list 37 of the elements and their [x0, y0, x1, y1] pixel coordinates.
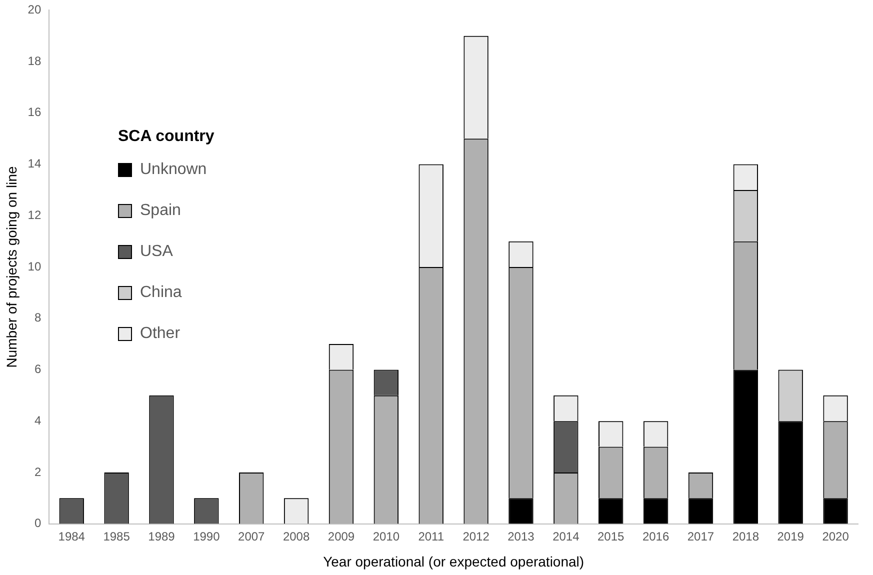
x-tick-label: 2007 — [238, 529, 266, 544]
legend-label: Other — [140, 325, 180, 343]
x-tick-label: 1990 — [193, 529, 220, 544]
x-tick-label: 2018 — [732, 529, 760, 544]
x-tick-label: 2017 — [687, 529, 714, 544]
y-tick-label: 4 — [34, 413, 42, 428]
x-tick-label: 2010 — [372, 529, 400, 544]
x-tick-label: 1985 — [103, 529, 130, 544]
legend-label: Spain — [140, 202, 181, 220]
legend-label: China — [140, 284, 182, 302]
y-axis-title: Number of projects going on line — [3, 166, 20, 368]
legend-label: USA — [140, 243, 173, 261]
legend-title: SCA country — [118, 128, 214, 146]
y-tick-label: 2 — [34, 464, 42, 479]
x-tick-label: 1984 — [58, 529, 86, 544]
x-tick-label: 2019 — [777, 529, 804, 544]
x-tick-label: 2014 — [552, 529, 580, 544]
x-tick-label: 2012 — [462, 529, 490, 544]
x-tick-label: 2011 — [418, 529, 444, 544]
x-axis-title: Year operational (or expected operational) — [323, 553, 584, 570]
x-tick-label: 2013 — [508, 529, 535, 544]
y-tick-label: 18 — [28, 54, 42, 68]
legend-label: Unknown — [140, 161, 207, 179]
y-tick-label: 20 — [28, 2, 42, 17]
y-tick-label: 12 — [28, 208, 42, 222]
y-tick-label: 0 — [34, 516, 42, 530]
x-tick-label: 1989 — [148, 529, 176, 544]
x-tick-label: 2008 — [282, 529, 310, 544]
x-tick-label: 2015 — [598, 529, 625, 544]
x-tick-label: 2020 — [822, 529, 850, 544]
y-tick-label: 10 — [28, 259, 42, 274]
y-tick-label: 6 — [34, 362, 42, 376]
x-tick-label: 2016 — [642, 529, 670, 544]
x-tick-label: 2009 — [328, 529, 355, 544]
y-tick-label: 16 — [28, 105, 42, 120]
y-tick-label: 14 — [28, 156, 42, 171]
y-tick-label: 8 — [34, 310, 42, 325]
